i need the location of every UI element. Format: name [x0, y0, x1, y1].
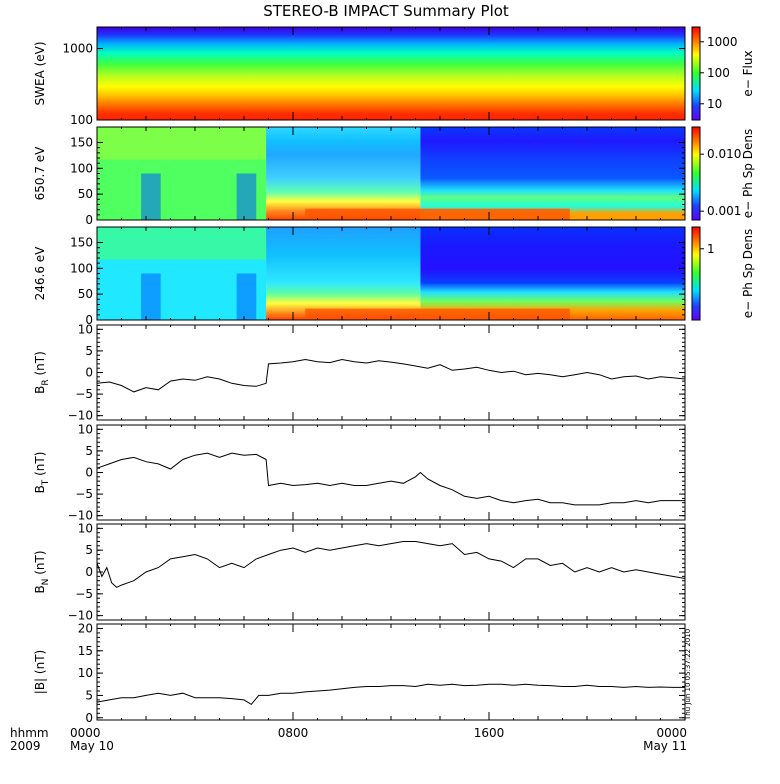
ytick-label: 150 — [70, 236, 93, 250]
ylabel-bmag: |B| (nT) — [33, 650, 47, 694]
panel-frame-bmag — [96, 623, 686, 721]
swea-spectrogram — [97, 27, 685, 120]
heatmap-swea — [97, 27, 685, 120]
ytick-label: −5 — [75, 587, 93, 601]
ytick-label: 20 — [78, 621, 93, 635]
colorbar-label-pad650: e− Ph Sp Dens — [741, 129, 755, 218]
ylabel-pad246: 246.6 eV — [33, 246, 47, 301]
colorbar-pad246 — [691, 226, 701, 321]
colorbar-tick-label: 10 — [707, 97, 722, 111]
pad-region-early-top — [97, 127, 267, 160]
ytick-label: 0 — [85, 466, 93, 480]
heatmap-pad650 — [97, 127, 685, 220]
pad-streak — [236, 273, 257, 320]
ylabel-sub: N — [41, 579, 51, 586]
ylabel-main: B — [33, 386, 47, 394]
panel-frame-bt — [96, 424, 686, 521]
xtick-date: May 10 — [70, 739, 114, 753]
ytick-label: 50 — [78, 187, 93, 201]
pad-region-mid — [266, 227, 421, 320]
ylabel-unit: (nT) — [33, 452, 47, 480]
colorbar-tick-label: 1000 — [707, 35, 738, 49]
timestamp: Thu Jun 10 05:37:22 2010 — [684, 629, 692, 721]
ytick-label: 0 — [85, 313, 93, 327]
xtick-date: May 11 — [643, 739, 687, 753]
ytick-label: 0 — [85, 565, 93, 579]
ytick-label: 5 — [85, 543, 93, 557]
ytick-label: −10 — [68, 409, 93, 423]
xtick-label: 0800 — [278, 726, 309, 740]
pad-red-band — [305, 308, 570, 320]
ytick-label: 0 — [85, 366, 93, 380]
ytick-label: 100 — [70, 161, 93, 175]
series-line-br — [96, 358, 686, 393]
ytick-label: 10 — [78, 322, 93, 336]
heatmap-pad246 — [97, 227, 685, 320]
pad-region-late — [420, 227, 685, 320]
ytick-label: 5 — [85, 688, 93, 702]
ylabel-main: B — [33, 485, 47, 493]
time-axis-label: hhmm — [10, 726, 49, 740]
ytick-label: 100 — [70, 113, 93, 127]
colorbar-pad650 — [691, 126, 701, 221]
xtick-label: 0000 — [70, 726, 101, 740]
ytick-label: 150 — [70, 136, 93, 150]
colorbar-label-swea: e− Flux — [741, 50, 755, 96]
colorbar-tick-label: 1 — [707, 242, 715, 256]
year-label: 2009 — [10, 739, 41, 753]
ytick-label: 10 — [78, 666, 93, 680]
ylabel-unit: (nT) — [33, 550, 47, 578]
series-line-bn — [96, 541, 686, 588]
ytick-label: 50 — [78, 287, 93, 301]
ytick-label: 1000 — [62, 42, 93, 56]
ytick-label: −5 — [75, 487, 93, 501]
colorbar-swea — [691, 26, 701, 121]
ytick-label: 5 — [85, 444, 93, 458]
series-line-bt — [96, 452, 685, 506]
ylabel-unit: (nT) — [33, 351, 47, 379]
ytick-label: 0 — [85, 213, 93, 227]
pad-region-mid — [266, 127, 421, 220]
colorbar-tick-label: 0.001 — [707, 204, 741, 218]
ylabel-br: BR (nT) — [33, 351, 51, 394]
ytick-label: 5 — [85, 344, 93, 358]
ylabel-swea: SWEA (eV) — [33, 41, 47, 105]
ytick-label: 15 — [78, 644, 93, 658]
ytick-label: −10 — [68, 509, 93, 523]
plot-title: STEREO-B IMPACT Summary Plot — [263, 2, 509, 20]
ylabel-pad650: 650.7 eV — [33, 146, 47, 201]
pad-region-late — [420, 127, 685, 220]
ytick-label: 10 — [78, 422, 93, 436]
colorbar-tick-label: 0.010 — [707, 147, 741, 161]
ylabel-bt: BT (nT) — [33, 452, 51, 494]
ytick-label: 100 — [70, 261, 93, 275]
ylabel-main: |B| (nT) — [33, 650, 47, 694]
panel-frame-bn — [96, 523, 686, 621]
series-line-bmag — [96, 683, 685, 706]
ytick-label: 10 — [78, 521, 93, 535]
ytick-label: −5 — [75, 387, 93, 401]
pad-red-band — [305, 208, 570, 220]
xtick-label: 0000 — [656, 726, 687, 740]
panel-frame-br — [96, 324, 686, 421]
xtick-label: 1600 — [474, 726, 505, 740]
pad-region-early-top — [97, 227, 267, 260]
ytick-label: 0 — [85, 711, 93, 725]
ylabel-main: B — [33, 585, 47, 593]
pad-streak — [236, 173, 257, 220]
colorbar-tick-label: 100 — [707, 66, 730, 80]
pad-streak — [141, 173, 161, 220]
ylabel-sub: T — [41, 479, 51, 486]
colorbar-label-pad246: e− Ph Sp Dens — [741, 229, 755, 318]
pad-streak — [141, 273, 161, 320]
ylabel-sub: R — [41, 379, 51, 385]
ytick-label: −10 — [68, 609, 93, 623]
ylabel-bn: BN (nT) — [33, 550, 51, 593]
